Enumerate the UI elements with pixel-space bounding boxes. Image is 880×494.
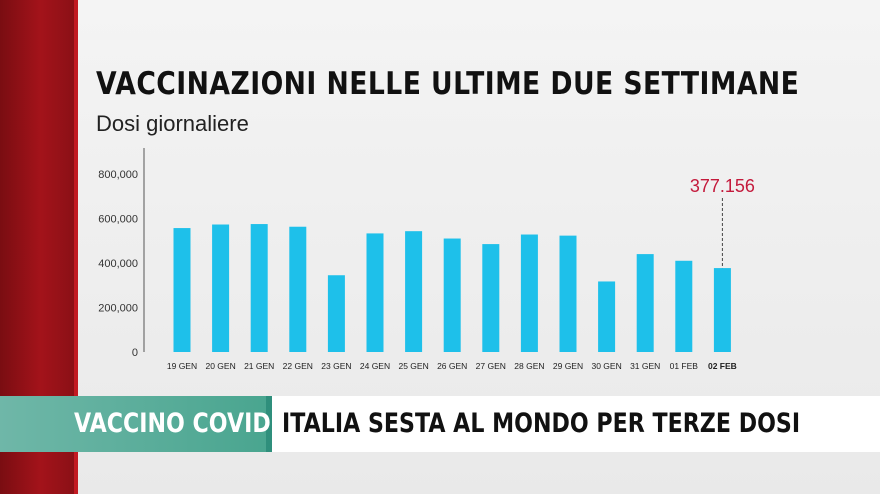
x-tick-label: 21 GEN [244,361,274,371]
bar [250,224,268,352]
x-tick-label: 01 FEB [670,361,699,371]
y-tick-label: 600,000 [98,214,138,226]
ticker-label: VACCINO COVID-19 [74,408,312,439]
x-tick-label: 22 GEN [283,361,313,371]
x-tick-label: 19 GEN [167,361,197,371]
x-tick-label: 31 GEN [630,361,660,371]
bar [443,238,461,352]
bar [173,228,191,352]
bar [212,224,230,352]
bar [520,234,538,352]
bar [289,226,307,352]
x-tick-label: 02 FEB [708,361,737,371]
chart-subtitle: Dosi giornaliere [96,111,249,136]
y-tick-label: 800,000 [98,169,138,181]
ticker-headline: ITALIA SESTA AL MONDO PER TERZE DOSI [282,408,801,439]
ticker-label-edge [266,396,272,452]
bar [482,244,500,352]
bar [675,260,693,352]
bar [366,233,384,352]
bar [559,235,577,352]
x-tick-label: 25 GEN [398,361,428,371]
x-tick-label: 26 GEN [437,361,467,371]
chart-title: VACCINAZIONI NELLE ULTIME DUE SETTIMANE [96,66,800,102]
lower-third-ticker: VACCINO COVID-19 ITALIA SESTA AL MONDO P… [0,396,880,452]
ticker-headline-box [272,396,880,452]
bar [636,254,654,352]
bar [405,231,423,352]
bar-chart: 0 200,000 400,000 600,000 800,000 19 GEN 20 GE… [98,148,755,371]
brand-red-edge [74,0,78,494]
bar [327,275,345,352]
y-tick-label: 0 [132,347,138,359]
x-tick-label: 20 GEN [205,361,235,371]
y-tick-label: 400,000 [98,258,138,270]
x-tick-label: 28 GEN [514,361,544,371]
annotation-value-label: 377.156 [690,176,755,196]
x-tick-label: 27 GEN [476,361,506,371]
x-tick-label: 30 GEN [591,361,621,371]
y-tick-label: 200,000 [98,303,138,315]
bar [598,281,616,352]
x-tick-label: 24 GEN [360,361,390,371]
x-tick-label: 23 GEN [321,361,351,371]
x-tick-label: 29 GEN [553,361,583,371]
bar [713,268,731,352]
ticker-label-box [0,396,270,452]
